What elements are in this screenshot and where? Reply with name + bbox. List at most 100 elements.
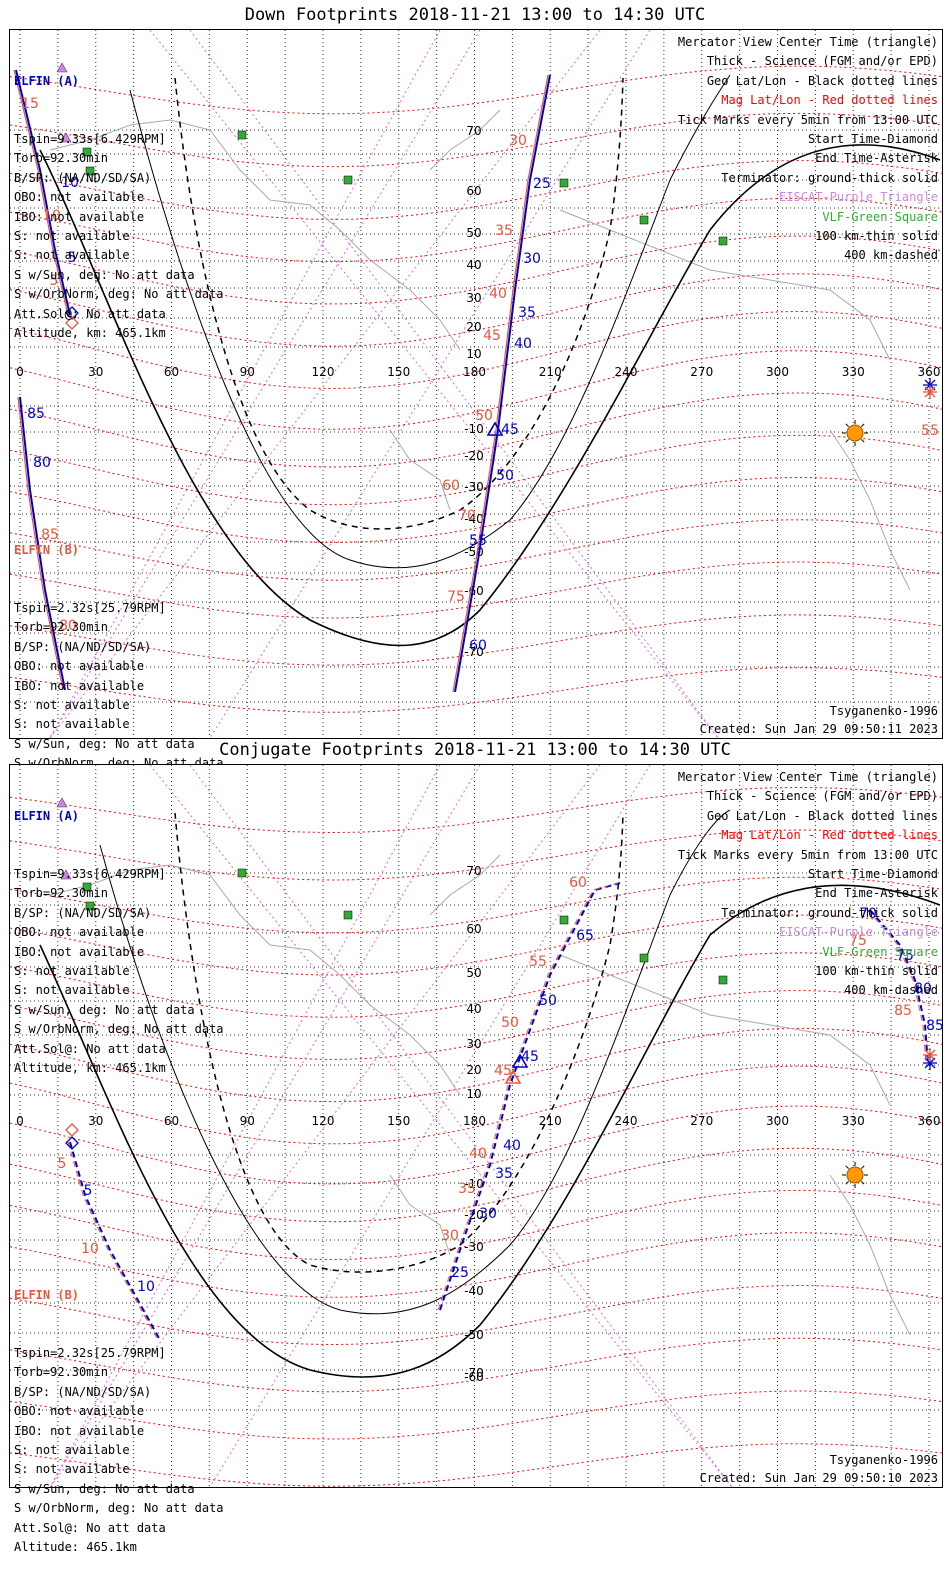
- mag-parallel: [10, 434, 942, 506]
- lon-tick-label: 300: [766, 1114, 789, 1128]
- elfin-a-lines: Tspin=9.33s[6.429RPM] Torb=92.30min B/SP: …: [14, 865, 224, 1078]
- coastline: [389, 429, 451, 511]
- elfin-a-track-label: 55: [469, 533, 487, 549]
- legend-line: Start Time-Diamond: [807, 132, 938, 147]
- elfin-a-track-label: 45: [501, 422, 519, 438]
- vlf-square-icon: [639, 953, 649, 963]
- lat-tick-label: 10: [466, 347, 481, 361]
- info-line: S: not available: [14, 248, 130, 263]
- coastline: [49, 119, 461, 351]
- lon-tick-label: 90: [240, 365, 255, 379]
- elfin-b-track-label: 45: [494, 1063, 512, 1079]
- elfin-b-track-label: 35: [458, 1181, 476, 1197]
- legend-line: Thick - Science (FGM and/or EPD): [706, 789, 938, 804]
- mag-meridian: [189, 765, 733, 1487]
- down-footprints-map: 0 30 60 90 120 150 180 210 240 270 300 330 360 70 60 50…: [10, 30, 942, 738]
- coastline: [559, 954, 891, 1106]
- lat-tick-label: 50: [466, 226, 481, 240]
- info-line: Tspin=2.32s[25.79RPM]: [14, 1346, 166, 1361]
- elfin-b-track-label: 75: [447, 589, 465, 605]
- legend-line: 400 km-dashed: [844, 983, 938, 998]
- elfin-b-track-label: 55: [529, 954, 547, 970]
- elfin-a-track-label: 85: [926, 1018, 942, 1034]
- eiscat-triangle-icon: [60, 132, 72, 143]
- lat-tick-label: -60: [464, 584, 484, 598]
- elfin-a-track-label: 5: [68, 250, 77, 266]
- lon-tick-label: 150: [387, 365, 410, 379]
- lat-tick-label: 60: [466, 922, 481, 936]
- vlf-square-icon: [343, 910, 353, 920]
- mag-parallel: [10, 914, 942, 976]
- info-line: S: not available: [14, 698, 130, 713]
- lat-tick-label: 70: [466, 124, 481, 138]
- legend-line: Mag Lat/Lon - Red dotted lines: [721, 828, 938, 843]
- elfin-a-name: ELFIN (A): [14, 808, 80, 823]
- info-line: S: not available: [14, 983, 130, 998]
- mag-parallel: [10, 1284, 942, 1346]
- sun-icon: [842, 1162, 868, 1188]
- coastline: [429, 854, 501, 916]
- elfin-b-track-label: 30: [509, 133, 527, 149]
- elfin-a-track: [69, 1141, 161, 1341]
- legend-line: EISCAT-Purple Triangle: [779, 190, 938, 205]
- legend-line: 100 km-thin solid: [815, 964, 938, 979]
- lon-tick-label: 270: [690, 1114, 713, 1128]
- start-diamond-icon: [65, 1136, 79, 1150]
- legend-line: Terminator: ground-thick solid: [721, 170, 938, 185]
- info-line: S: not available: [14, 1443, 130, 1458]
- info-line: IBO: not available: [14, 944, 145, 959]
- mag-meridian: [209, 765, 651, 1487]
- elfin-a-track-label: 80: [33, 455, 51, 471]
- elfin-a-track-label: 10: [137, 1279, 155, 1295]
- elfin-a-track-label: 65: [576, 928, 594, 944]
- mag-parallel: [10, 876, 942, 934]
- elfin-b-track: [13, 69, 69, 316]
- altitude-100km-curve: [99, 809, 731, 1315]
- lat-tick-label: 30: [466, 1037, 481, 1051]
- vlf-square-icon: [85, 166, 95, 176]
- legend-line: End Time-Asterisk: [815, 151, 938, 166]
- lon-tick-label: 180: [463, 365, 486, 379]
- coastline: [49, 864, 461, 1096]
- info-line: S w/Sun, deg: No att data: [14, 1481, 195, 1496]
- elfin-b-track-label: 80: [59, 618, 77, 634]
- altitude-100km-curve: [129, 74, 731, 569]
- start-diamond-icon: [65, 1123, 79, 1137]
- start-diamond-icon: [65, 316, 79, 330]
- mag-parallel: [10, 786, 942, 834]
- center-triangle-icon: [504, 1069, 522, 1084]
- lon-tick-label: 60: [164, 365, 179, 379]
- info-line: OBO: not available: [14, 190, 145, 205]
- info-line: Torb=92.30min: [14, 151, 108, 166]
- elfin-b-name: ELFIN (B): [14, 1287, 80, 1302]
- elfin-a-track-label: 30: [523, 251, 541, 267]
- info-line: OBO: not available: [14, 925, 145, 940]
- legend-line: VLF-Green Square: [822, 944, 938, 959]
- elfin-b-info: ELFIN (B) Tspin=2.32s[25.79RPM] Torb=92.3…: [14, 1247, 224, 1596]
- elfin-b-track-label: 70: [458, 508, 476, 524]
- created-timestamp: Created: Sun Jan 29 09:50:10 2023: [699, 1471, 938, 1485]
- coastline: [429, 109, 501, 171]
- eiscat-triangle-icon: [56, 62, 68, 73]
- info-line: B/SP: (NA/ND/SD/SA): [14, 639, 152, 654]
- info-line: Tspin=9.33s[6.429RPM]: [14, 132, 166, 147]
- info-line: S w/OrbNorm, deg: No att data: [14, 1501, 224, 1516]
- elfin-a-track: [869, 909, 929, 1066]
- mag-meridian: [49, 765, 481, 1487]
- lat-tick-label: -40: [464, 512, 484, 526]
- elfin-b-track-label: 50: [501, 1015, 519, 1031]
- terminator-curve: [39, 884, 941, 1378]
- lon-tick-label: 90: [240, 1114, 255, 1128]
- elfin-a-track-label: 25: [533, 176, 551, 192]
- vlf-square-icon: [82, 882, 92, 892]
- vlf-square-icon: [718, 975, 728, 985]
- vlf-square-icon: [718, 236, 728, 246]
- lat-tick-label: -30: [464, 1240, 484, 1254]
- info-line: B/SP: (NA/ND/SD/SA): [14, 905, 152, 920]
- vlf-square-icon: [85, 901, 95, 911]
- model-label: Tsyganenko-1996: [829, 704, 938, 718]
- end-asterisk-icon: [923, 1048, 937, 1062]
- lon-tick-label: 210: [539, 1114, 562, 1128]
- mag-meridian: [149, 765, 733, 1487]
- elfin-a-lines: Tspin=9.33s[6.429RPM] Torb=92.30min B/SP: …: [14, 130, 224, 343]
